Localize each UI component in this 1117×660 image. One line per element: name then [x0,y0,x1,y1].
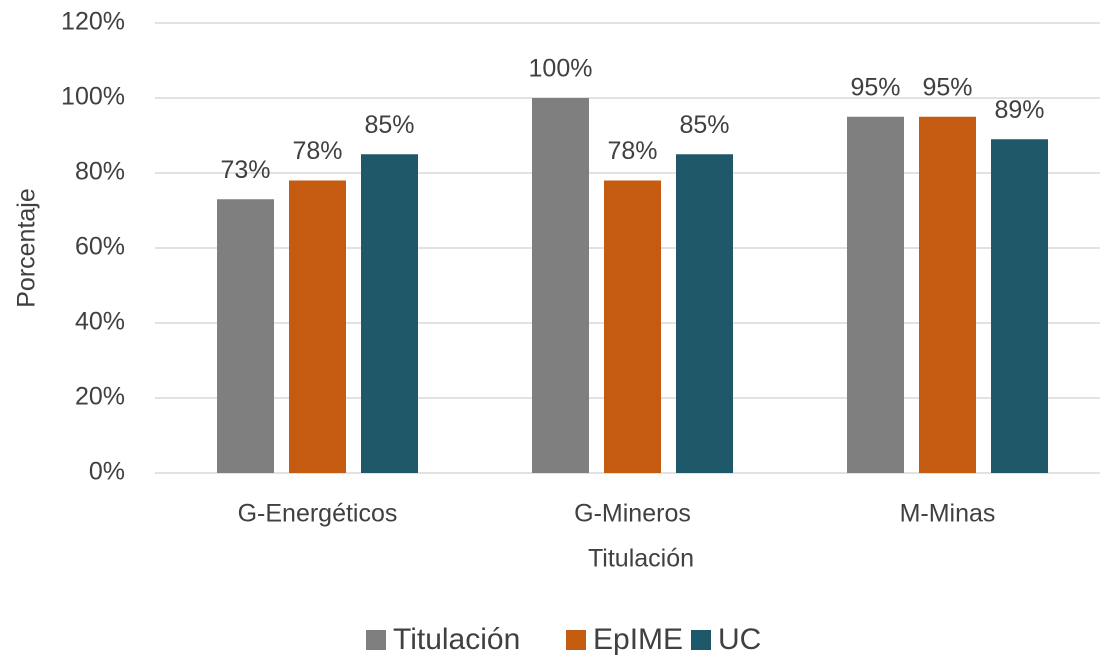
legend-label: UC [718,623,761,656]
bar [919,116,976,473]
data-label: 95% [922,73,972,101]
legend-swatch [691,630,711,650]
x-tick-label: G-Energéticos [238,500,398,528]
data-label: 100% [529,55,593,83]
bar [847,116,904,473]
y-tick-label: 40% [75,308,125,336]
bar [991,139,1048,473]
data-label: 85% [364,111,414,139]
legend-label: Titulación [393,623,520,656]
bar [217,199,274,473]
x-tick-label: G-Mineros [574,500,691,528]
bar [604,180,661,473]
bar [532,98,589,473]
legend-swatch [366,630,386,650]
bar [676,154,733,473]
legend-swatch [566,630,586,650]
y-tick-label: 20% [75,383,125,411]
x-tick-label: M-Minas [900,500,996,528]
data-label: 95% [850,73,900,101]
y-tick-label: 120% [61,8,125,36]
data-label: 78% [292,137,342,165]
bar [289,180,346,473]
y-tick-label: 100% [61,83,125,111]
data-label: 85% [679,111,729,139]
y-axis-label: Porcentaje [13,188,41,308]
x-axis-label: Titulación [588,545,694,573]
data-label: 89% [994,96,1044,124]
bar [361,154,418,473]
legend-label: EpIME [593,623,683,656]
y-tick-label: 80% [75,158,125,186]
y-tick-label: 0% [89,458,125,486]
y-tick-label: 60% [75,233,125,261]
data-label: 73% [220,156,270,184]
data-label: 78% [607,137,657,165]
